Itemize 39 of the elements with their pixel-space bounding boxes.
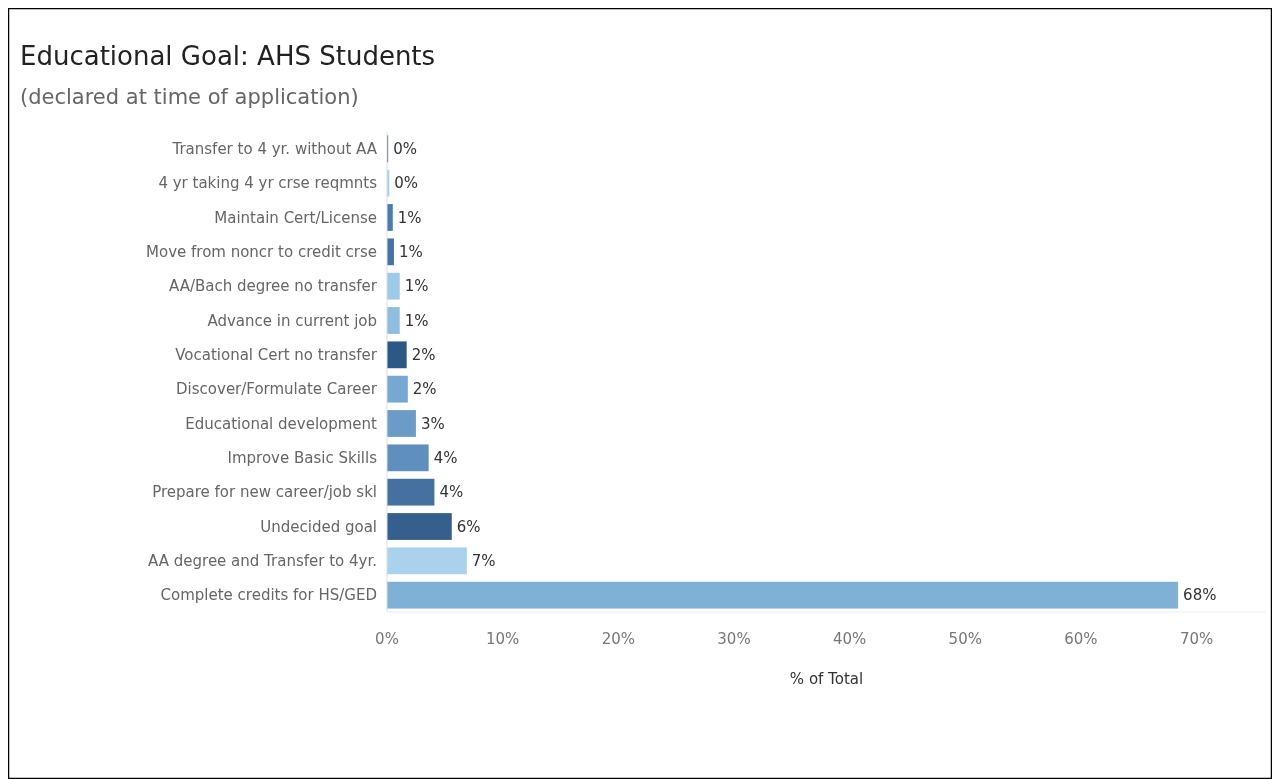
y-tick-label: Maintain Cert/License xyxy=(214,208,377,227)
x-tick-label: 30% xyxy=(717,630,751,648)
y-tick-label: Vocational Cert no transfer xyxy=(175,346,378,365)
x-tick-label: 60% xyxy=(1064,630,1098,648)
y-tick-label: Advance in current job xyxy=(207,311,377,330)
data-label: 4% xyxy=(439,483,464,502)
x-tick-label: 70% xyxy=(1179,630,1214,648)
text: (declared at time of application) xyxy=(20,85,359,109)
x-tick-label: 40% xyxy=(832,630,867,648)
data-label: 4% xyxy=(433,449,458,468)
y-tick-label: Improve Basic Skills xyxy=(227,449,378,468)
data-label: 1% xyxy=(397,208,422,227)
y-tick-label: AA/Bach degree no transfer xyxy=(168,277,378,296)
y-tick-label: AA degree and Transfer to 4yr. xyxy=(148,552,377,571)
data-label: 1% xyxy=(404,277,429,296)
data-label: 0% xyxy=(393,140,417,159)
x-tick-label: 50% xyxy=(948,630,982,648)
x-tick-label: 20% xyxy=(601,630,635,648)
data-label: 1% xyxy=(404,311,429,330)
y-tick-label: 4 yr taking 4 yr crse reqmnts xyxy=(158,174,378,193)
x-tick-label: 10% xyxy=(485,630,520,648)
y-tick-label: Move from noncr to credit crse xyxy=(146,243,377,262)
y-tick-label: Prepare for new career/job skl xyxy=(152,483,377,502)
data-label: 2% xyxy=(412,380,437,399)
data-label: 0% xyxy=(394,174,419,193)
data-label: 68% xyxy=(1183,586,1217,605)
x-tick-label: 0% xyxy=(375,630,399,648)
data-label: 2% xyxy=(411,346,436,365)
chart-title: Educational Goal: AHS Students xyxy=(20,41,436,71)
x-axis-title: % of Total xyxy=(789,670,864,688)
y-tick-label: Discover/Formulate Career xyxy=(176,380,378,399)
y-tick-label: Educational development xyxy=(185,414,378,433)
y-tick-label: Undecided goal xyxy=(260,517,377,536)
data-label: 1% xyxy=(398,243,423,262)
data-label: 6% xyxy=(456,517,481,536)
y-tick-label: Transfer to 4 yr. without AA xyxy=(171,140,378,159)
y-tick-label: Complete credits for HS/GED xyxy=(160,586,377,605)
data-label: 3% xyxy=(420,414,445,433)
data-label: 7% xyxy=(471,552,496,571)
